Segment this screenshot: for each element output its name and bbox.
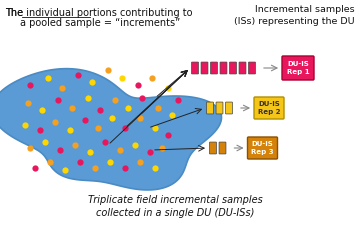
Text: The individual portions contributing to: The individual portions contributing to — [5, 8, 193, 18]
FancyBboxPatch shape — [239, 62, 246, 74]
Text: Triplicate field incremental samples
collected in a single DU (DU-ISs): Triplicate field incremental samples col… — [87, 195, 262, 218]
Polygon shape — [0, 69, 221, 190]
FancyBboxPatch shape — [248, 62, 256, 74]
Text: DU-IS
Rep 2: DU-IS Rep 2 — [258, 101, 280, 115]
FancyBboxPatch shape — [216, 102, 223, 114]
FancyBboxPatch shape — [226, 102, 233, 114]
FancyBboxPatch shape — [207, 102, 213, 114]
FancyBboxPatch shape — [201, 62, 208, 74]
FancyBboxPatch shape — [219, 142, 226, 154]
FancyBboxPatch shape — [192, 62, 198, 74]
Text: Incremental samples
(ISs) representing the DU: Incremental samples (ISs) representing t… — [234, 5, 355, 26]
FancyBboxPatch shape — [210, 142, 216, 154]
Text: DU-IS
Rep 3: DU-IS Rep 3 — [251, 141, 274, 155]
Text: The: The — [5, 8, 26, 18]
FancyBboxPatch shape — [230, 62, 237, 74]
FancyBboxPatch shape — [248, 137, 278, 159]
FancyBboxPatch shape — [211, 62, 217, 74]
FancyBboxPatch shape — [220, 62, 227, 74]
FancyBboxPatch shape — [282, 56, 314, 80]
Text: DU-IS
Rep 1: DU-IS Rep 1 — [287, 61, 309, 75]
Text: a pooled sample = “increments”: a pooled sample = “increments” — [20, 18, 180, 28]
FancyBboxPatch shape — [254, 97, 284, 119]
